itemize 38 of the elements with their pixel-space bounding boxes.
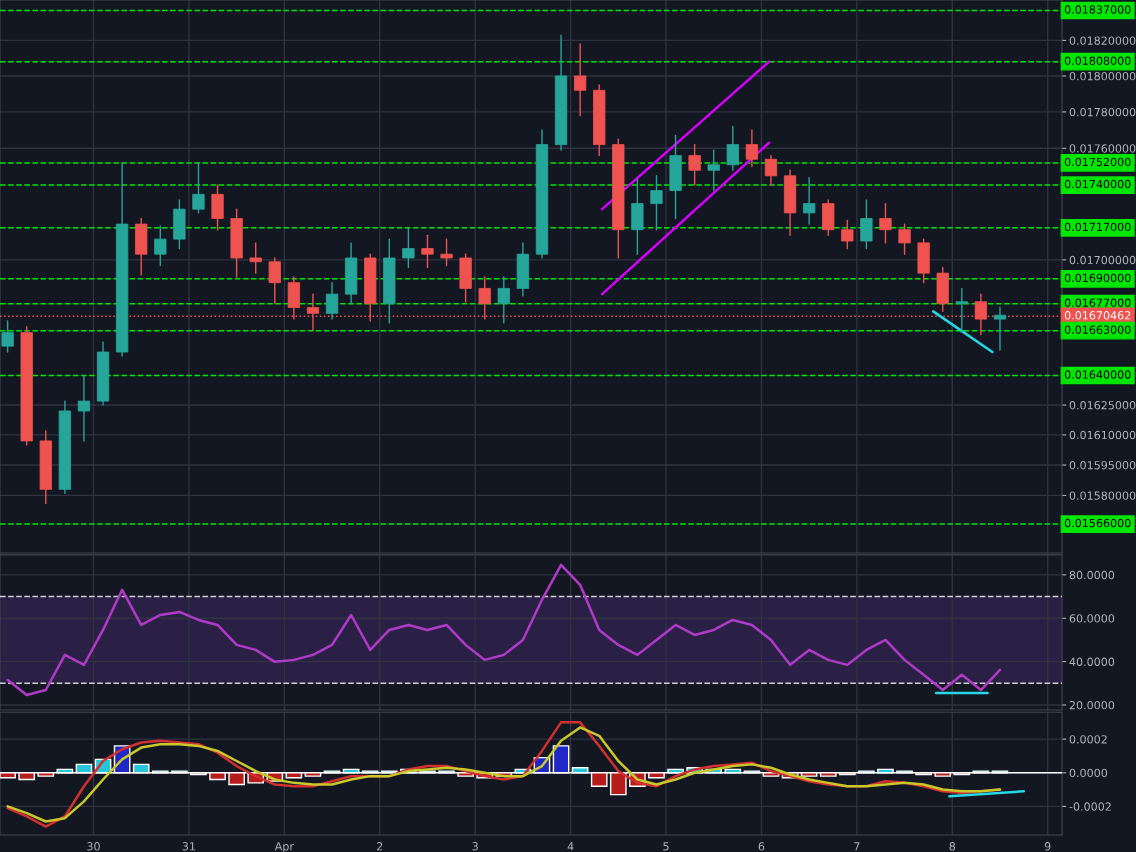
x-tick-label: 31 (182, 842, 195, 851)
y-tick-label: 60.0000 (1069, 614, 1115, 623)
y-tick-label: 0.01820000 (1069, 36, 1136, 45)
ref-line-label: 0.01752000 (1064, 157, 1131, 167)
x-tick-label: 30 (87, 842, 100, 851)
y-tick-label: 0.01625000 (1069, 401, 1136, 410)
ref-line-label: 0.01690000 (1064, 273, 1131, 283)
x-tick-label: 6 (758, 842, 765, 851)
y-tick-label: 0.0000 (1069, 768, 1108, 778)
y-tick-label: 0.0002 (1069, 735, 1107, 744)
ref-line-label: 0.01640000 (1064, 370, 1131, 379)
x-tick-label: 5 (663, 842, 669, 851)
y-tick-label: 80.0000 (1069, 570, 1115, 580)
ref-line-label: 0.01663000 (1064, 325, 1131, 334)
y-tick-label: 0.01610000 (1069, 430, 1136, 440)
ref-line-label: 0.01808000 (1064, 56, 1131, 65)
y-tick-label: 20.0000 (1069, 700, 1115, 710)
y-tick-label: 0.01800000 (1069, 71, 1136, 81)
x-tick-label: Apr (274, 842, 294, 852)
y-tick-label: 0.01780000 (1069, 107, 1136, 117)
y-tick-label: 40.0000 (1069, 657, 1115, 666)
x-tick-label: 7 (854, 842, 860, 851)
x-tick-label: 2 (377, 842, 383, 851)
ref-line-label: 0.01677000 (1064, 298, 1131, 307)
y-tick-label: -0.0002 (1069, 802, 1111, 811)
ref-line-label: 0.01566000 (1064, 518, 1131, 528)
x-tick-label: 3 (472, 842, 478, 851)
y-tick-label: 0.01700000 (1069, 255, 1136, 265)
ref-line-label: 0.01837000 (1064, 5, 1131, 14)
y-tick-label: 0.01595000 (1069, 460, 1136, 470)
ref-line-label: 0.01717000 (1064, 222, 1131, 232)
ref-line-label: 0.01740000 (1064, 179, 1131, 189)
x-tick-label: 8 (949, 842, 956, 851)
x-tick-label: 9 (1044, 842, 1051, 851)
x-tick-label: 4 (567, 842, 574, 851)
ref-line-label: 0.01670462 (1064, 311, 1131, 320)
y-tick-label: 0.01580000 (1069, 491, 1136, 500)
y-tick-label: 0.01760000 (1069, 144, 1136, 153)
